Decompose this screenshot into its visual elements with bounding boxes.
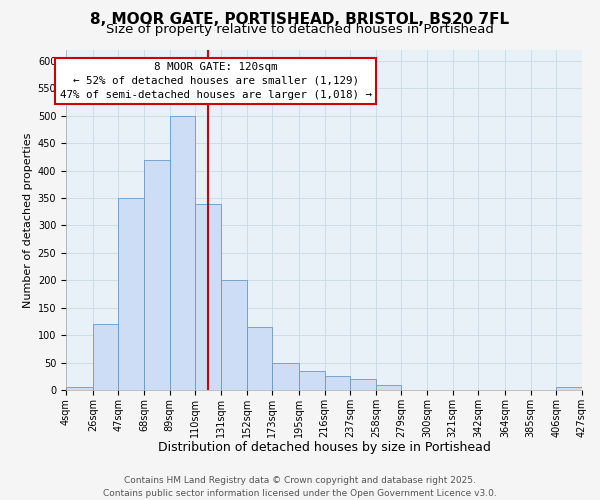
- Text: 8 MOOR GATE: 120sqm
← 52% of detached houses are smaller (1,129)
47% of semi-det: 8 MOOR GATE: 120sqm ← 52% of detached ho…: [59, 62, 371, 100]
- Y-axis label: Number of detached properties: Number of detached properties: [23, 132, 34, 308]
- Bar: [66, 388, 93, 390]
- Bar: [93, 324, 118, 390]
- Bar: [118, 198, 144, 390]
- Bar: [376, 384, 401, 390]
- Bar: [272, 362, 299, 390]
- Bar: [247, 327, 272, 390]
- Text: Contains HM Land Registry data © Crown copyright and database right 2025.
Contai: Contains HM Land Registry data © Crown c…: [103, 476, 497, 498]
- Bar: [556, 388, 582, 390]
- X-axis label: Distribution of detached houses by size in Portishead: Distribution of detached houses by size …: [158, 441, 490, 454]
- Bar: [170, 116, 196, 390]
- Bar: [196, 204, 221, 390]
- Bar: [350, 379, 376, 390]
- Bar: [325, 376, 350, 390]
- Text: 8, MOOR GATE, PORTISHEAD, BRISTOL, BS20 7FL: 8, MOOR GATE, PORTISHEAD, BRISTOL, BS20 …: [91, 12, 509, 28]
- Bar: [299, 371, 325, 390]
- Text: Size of property relative to detached houses in Portishead: Size of property relative to detached ho…: [106, 22, 494, 36]
- Bar: [144, 160, 170, 390]
- Bar: [221, 280, 247, 390]
